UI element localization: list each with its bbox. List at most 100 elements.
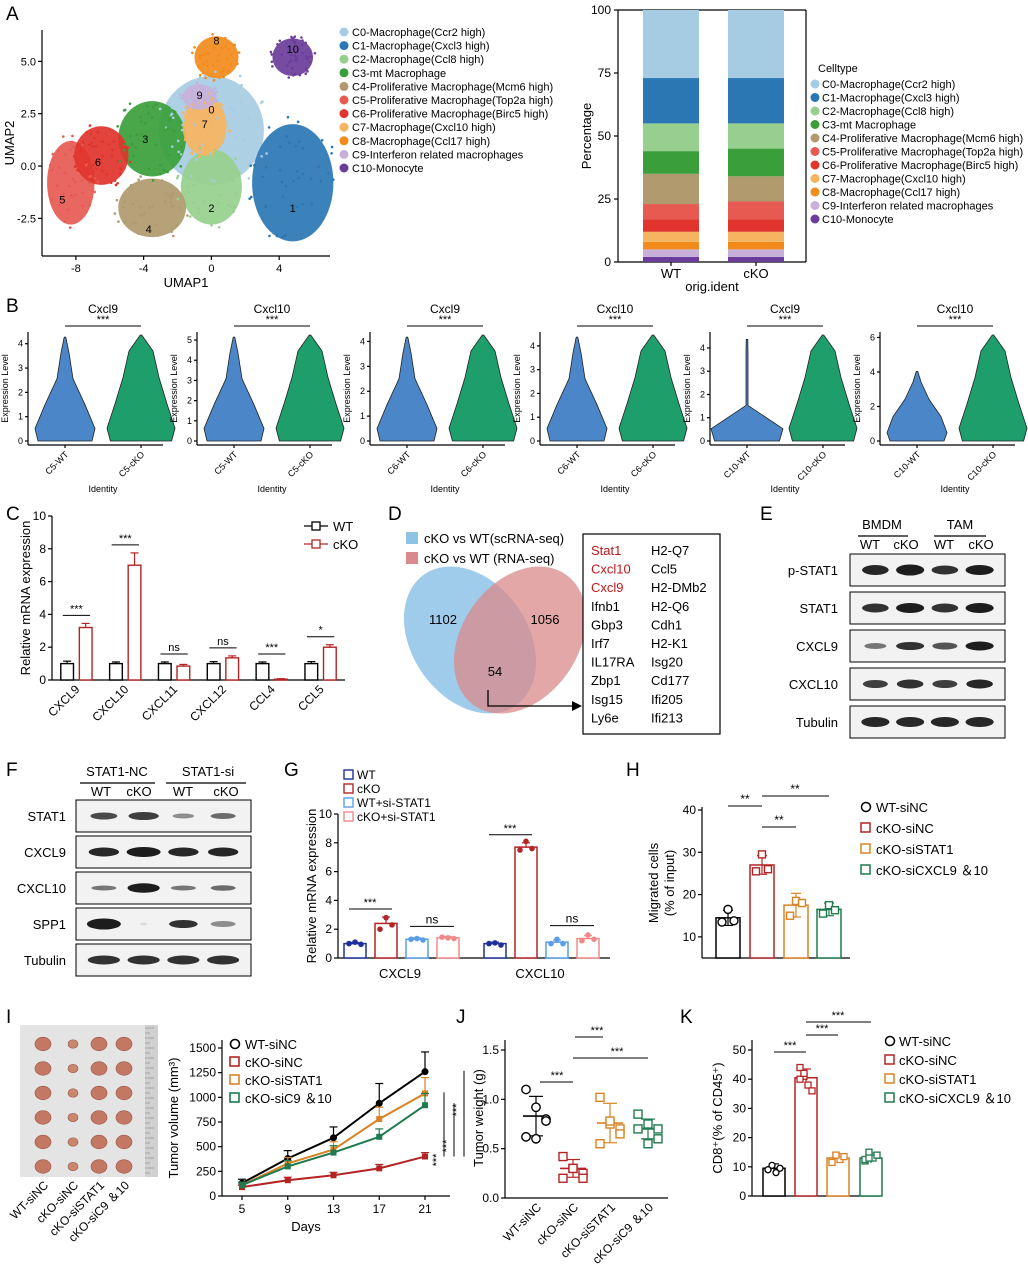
- umap-point: [87, 181, 91, 185]
- umap-point: [207, 51, 211, 55]
- umap-point: [50, 168, 54, 172]
- umap-point: [247, 176, 251, 180]
- f-row-label: Tubulin: [24, 953, 66, 968]
- umap-point: [194, 84, 198, 88]
- umap-point: [295, 170, 299, 173]
- j-ylabel: Tumor weight (g): [471, 1069, 486, 1167]
- violin-cko: [618, 334, 688, 442]
- violin-ytick: 3: [18, 363, 23, 373]
- umap-legend-swatch: [339, 136, 349, 146]
- umap-point: [206, 64, 209, 67]
- umap-point: [232, 210, 235, 214]
- j-point: [633, 1124, 643, 1134]
- j-ytick: 1.0: [482, 1092, 499, 1106]
- i-point: [376, 1116, 383, 1123]
- umap-point: [210, 126, 214, 130]
- umap-point: [214, 70, 217, 74]
- umap-point: [193, 94, 197, 97]
- umap-point: [57, 149, 60, 153]
- umap-point: [181, 111, 185, 114]
- umap-point: [260, 154, 263, 158]
- stack-segment: [643, 256, 699, 262]
- umap-point: [93, 190, 96, 194]
- g-sig: ***: [364, 897, 378, 909]
- umap-point: [181, 123, 184, 127]
- stack-legend-label: C0-Macrophage(Ccr2 high): [822, 79, 955, 91]
- umap-point: [213, 112, 217, 115]
- f-band: [169, 920, 198, 928]
- violin-ytick: 2: [187, 396, 192, 406]
- tumor: [115, 1159, 133, 1174]
- umap-point: [304, 41, 307, 45]
- g-point: [420, 937, 426, 943]
- violin-wt: [376, 336, 438, 442]
- violin-sig: ***: [949, 314, 963, 326]
- umap-point: [186, 106, 190, 110]
- umap-point: [184, 105, 188, 109]
- umap-point: [166, 127, 169, 130]
- umap-point: [193, 46, 196, 49]
- violin-plot-4: 0 1 2 3 4 Expression Level Cxcl9*** C10-WT C10-c…: [682, 302, 858, 494]
- umap-point: [199, 105, 203, 109]
- g-point: [517, 847, 523, 853]
- umap-point: [203, 101, 207, 105]
- stack-legend-label: C5-Proliferative Macrophage(Top2a high): [822, 147, 1023, 159]
- h-point: [723, 904, 733, 915]
- gene-name: Irf7: [591, 636, 610, 651]
- umap-legend-label: C0-Macrophage(Ccr2 high): [352, 27, 485, 39]
- umap-point: [286, 115, 290, 119]
- umap-point: [81, 179, 84, 182]
- umap-legend-swatch: [339, 109, 349, 119]
- umap-clusters: [47, 32, 335, 242]
- umap-point: [205, 180, 208, 184]
- umap-point: [300, 36, 303, 39]
- f-row-label: STAT1: [27, 809, 66, 824]
- umap-point: [180, 128, 184, 132]
- i-sig: ***: [441, 1139, 453, 1153]
- g-bar: [436, 937, 460, 959]
- umap-point: [205, 125, 208, 128]
- umap-point: [298, 73, 302, 77]
- umap-point: [278, 168, 282, 172]
- cluster-label: 8: [213, 35, 219, 47]
- umap-ytick: 5.0: [21, 56, 36, 68]
- h-sig: **: [740, 792, 750, 806]
- i-point: [375, 1099, 383, 1107]
- umap-point: [57, 166, 61, 169]
- umap-point: [202, 138, 205, 141]
- umap-point: [158, 163, 162, 167]
- umap-point: [223, 45, 227, 49]
- g-legend-swatch: [343, 811, 354, 822]
- cluster-label: 2: [208, 203, 214, 215]
- umap-point: [236, 62, 239, 65]
- violin-xtick: C10-cKO: [795, 449, 828, 482]
- umap-point: [199, 134, 203, 137]
- g-legend-swatch: [343, 797, 354, 808]
- umap-point: [230, 177, 233, 180]
- umap-point: [162, 168, 166, 172]
- k-legend-swatch: [884, 1035, 896, 1047]
- umap-point: [197, 65, 200, 68]
- h-point: [717, 917, 727, 927]
- violin-sig: ***: [779, 314, 793, 326]
- f-band: [91, 885, 117, 891]
- f-band: [88, 847, 120, 857]
- umap-point: [50, 197, 54, 201]
- umap-point: [238, 74, 242, 78]
- g-point: [523, 838, 529, 845]
- umap-point: [142, 140, 145, 143]
- umap-point: [269, 50, 273, 54]
- umap-point: [186, 133, 189, 136]
- umap-point: [144, 121, 147, 125]
- umap-point: [186, 186, 190, 189]
- umap-point: [189, 96, 193, 99]
- h-point: [830, 906, 840, 915]
- umap-point: [271, 65, 274, 68]
- i-point: [376, 1133, 383, 1140]
- violin-xtick: C10-WT: [722, 449, 753, 480]
- k-sig: ***: [816, 1023, 830, 1035]
- umap-point: [292, 73, 295, 77]
- j-point: [568, 1163, 578, 1174]
- umap-legend-swatch: [339, 81, 349, 91]
- umap-point: [84, 161, 87, 164]
